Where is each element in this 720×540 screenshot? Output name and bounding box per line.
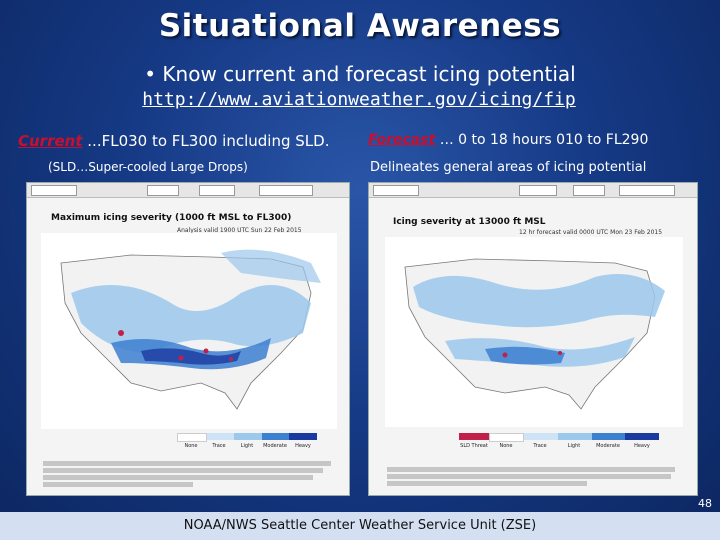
footer-bar: NOAA/NWS Seattle Center Weather Service … [0, 512, 720, 540]
legend-label: Trace [533, 443, 547, 449]
left-disclaimer [43, 461, 333, 489]
icing-link[interactable]: http://www.aviationweather.gov/icing/fip [142, 89, 576, 110]
forecast-line: Forecast … 0 to 18 hours 010 to FL290 [368, 132, 648, 148]
current-label: Current [18, 132, 83, 150]
right-map-title: Icing severity at 13000 ft MSL [393, 217, 546, 227]
panel-control-bar [369, 183, 697, 198]
time-select[interactable] [573, 185, 605, 196]
legend-label: Heavy [634, 443, 650, 449]
forecast-text: … 0 to 18 hours 010 to FL290 [435, 132, 649, 148]
right-legend-labels: SLD Threat None Trace Light Moderate Hea… [459, 443, 659, 449]
right-icing-map [385, 237, 683, 427]
level-select[interactable] [147, 185, 179, 196]
bullet-text: • Know current and forecast icing potent… [144, 62, 576, 86]
forecast-icing-panel: Icing severity at 13000 ft MSL 12 hr for… [368, 182, 698, 496]
legend-label: None [184, 443, 198, 449]
current-icing-panel: Maximum icing severity (1000 ft MSL to F… [26, 182, 350, 496]
forecast-label: Forecast [368, 132, 436, 148]
product-select[interactable] [373, 185, 419, 196]
panel-control-bar [27, 183, 349, 198]
left-map-title: Maximum icing severity (1000 ft MSL to F… [51, 213, 292, 223]
current-line: Current ...FL030 to FL300 including SLD. [18, 132, 329, 150]
current-text: ...FL030 to FL300 including SLD. [82, 132, 330, 150]
slide-title: Situational Awareness [158, 8, 562, 44]
left-icing-map [41, 233, 337, 429]
product-select[interactable] [31, 185, 77, 196]
legend-label: Moderate [596, 443, 620, 449]
right-map-subtitle: 12 hr forecast valid 0000 UTC Mon 23 Feb… [519, 229, 663, 236]
legend-label: Light [567, 443, 581, 449]
legend-label: Trace [212, 443, 226, 449]
right-legend-bar [459, 433, 659, 442]
level-select[interactable] [519, 185, 557, 196]
legend-label: None [499, 443, 513, 449]
sld-note: (SLD…Super-cooled Large Drops) [48, 160, 248, 174]
footer-text: NOAA/NWS Seattle Center Weather Service … [183, 518, 537, 533]
delineates-note: Delineates general areas of icing potent… [370, 160, 647, 175]
date-select[interactable] [619, 185, 675, 196]
page-number: 48 [698, 497, 712, 510]
legend-label: Heavy [295, 443, 311, 449]
left-legend-labels: None Trace Light Moderate Heavy [177, 443, 317, 449]
left-legend-bar [177, 433, 317, 442]
left-map-subtitle: Analysis valid 1900 UTC Sun 22 Feb 2015 [177, 227, 302, 234]
legend-label: Moderate [263, 443, 287, 449]
legend-label: SLD Threat [460, 443, 488, 449]
right-disclaimer [387, 467, 677, 488]
time-select[interactable] [199, 185, 235, 196]
date-select[interactable] [259, 185, 313, 196]
legend-label: Light [240, 443, 254, 449]
